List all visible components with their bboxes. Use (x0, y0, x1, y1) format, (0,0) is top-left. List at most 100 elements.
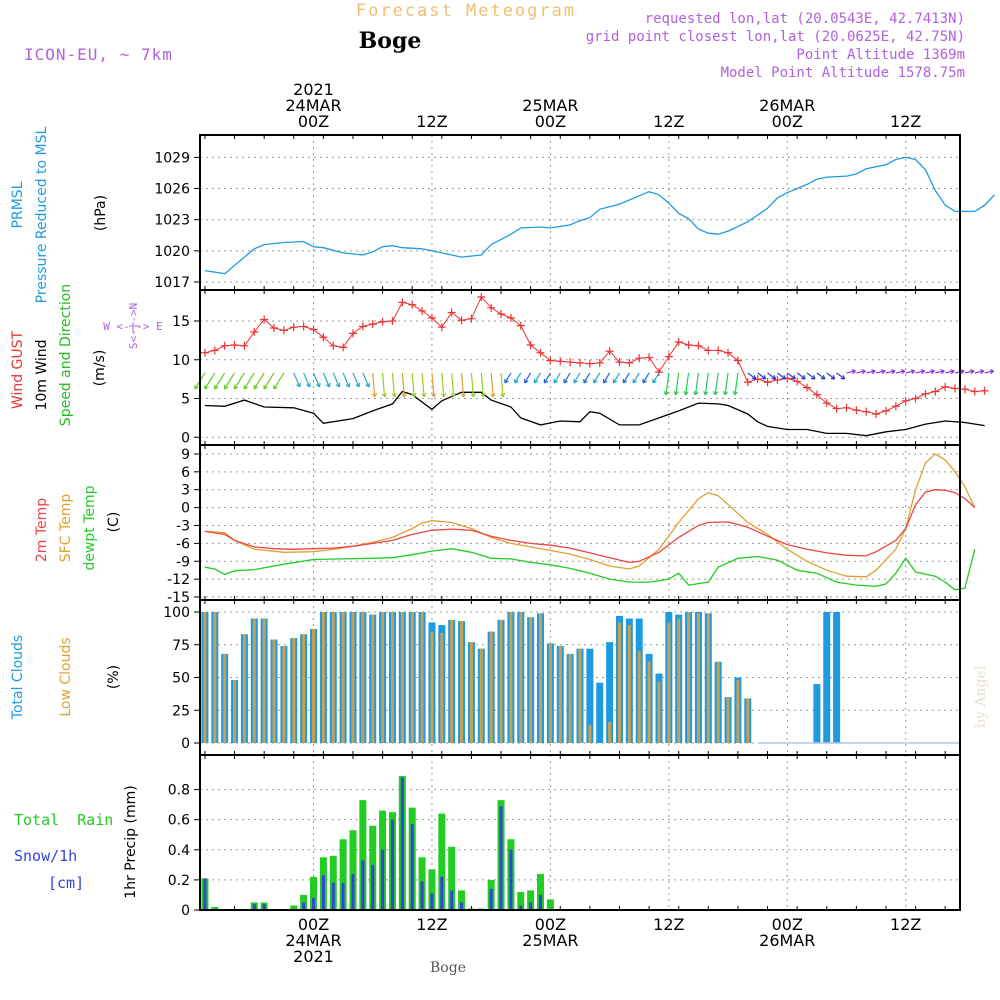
snow-bar (203, 878, 207, 910)
top-time-label: 12Z (653, 112, 684, 131)
model-altitude: Model Point Altitude 1578.75m (721, 65, 965, 81)
y-tick-label: -12 (167, 572, 190, 588)
low-cloud-bar (647, 661, 651, 743)
gust-marker (911, 394, 920, 403)
rain-bar (448, 846, 456, 910)
low-cloud-bar (499, 619, 503, 743)
gust-marker (881, 406, 890, 415)
wind-arrow-head (214, 384, 219, 390)
gust-marker (931, 387, 940, 396)
wind-arrow-head (593, 378, 598, 384)
wind-arrow-head (632, 378, 638, 384)
gust-marker (467, 314, 476, 323)
snow-bar (460, 902, 464, 910)
temp-label-unit: (C) (106, 512, 122, 533)
wind-arrow-head (642, 378, 647, 384)
y-tick-label: 0.4 (168, 843, 190, 859)
wind-arrow (945, 370, 955, 374)
y-tick-label: -9 (176, 554, 190, 570)
gust-marker (635, 354, 644, 363)
low-cloud-bar (588, 724, 592, 743)
y-tick-label: 5 (181, 392, 190, 408)
panel-frame-precip (199, 754, 961, 911)
y-tick-label: 0 (181, 501, 190, 517)
snow-bar (450, 890, 454, 910)
gust-marker (497, 310, 506, 319)
wind-arrow (263, 372, 275, 390)
top-time-label: 24MAR (285, 96, 341, 115)
wind-arrow (312, 372, 321, 388)
wind-arrow (543, 372, 551, 384)
snow-bar (489, 888, 493, 910)
wind-arrow (421, 372, 425, 397)
low-cloud-bar (410, 612, 414, 743)
low-cloud-bar (578, 648, 582, 743)
wind-arrow (885, 370, 896, 374)
gust-marker (348, 329, 357, 338)
top-time-label: 00Z (298, 112, 329, 131)
snow-bar (390, 819, 394, 910)
wind-arrow (826, 372, 836, 380)
total-cloud-bar (596, 682, 604, 743)
gust-marker (240, 341, 249, 350)
wind-arrow-head (861, 369, 866, 375)
wind-arrow-head (612, 378, 618, 384)
wind-arrow (460, 372, 465, 397)
low-cloud-bar (608, 722, 612, 743)
footer-location: Boge (430, 960, 466, 976)
wind-arrow (652, 372, 660, 384)
gust-marker (842, 403, 851, 412)
gust-marker (941, 382, 950, 391)
wind-arrow-head (989, 369, 995, 375)
y-tick-label: 6 (181, 465, 190, 481)
wind-arrow-head (470, 393, 476, 398)
wind-arrow-head (771, 374, 777, 380)
wind-arrow (875, 370, 886, 374)
gust-marker (733, 356, 742, 365)
wind-arrow-head (900, 369, 906, 375)
gust-marker (862, 407, 871, 416)
gust-marker (250, 327, 259, 336)
low-cloud-bar (469, 642, 473, 743)
wind-arrow (342, 372, 350, 388)
wind-label-gust: Wind GUST (10, 330, 26, 409)
gust-marker (724, 348, 733, 357)
gust-marker (980, 386, 989, 395)
bottom-time-label: 12Z (653, 915, 684, 934)
wind-arrow (573, 372, 581, 384)
gust-marker (714, 346, 723, 355)
gust-marker (970, 387, 979, 396)
wind-arrow-head (325, 382, 331, 388)
gust-marker (832, 404, 841, 413)
wind-arrow-head (840, 374, 846, 380)
wind-arrow (224, 372, 236, 390)
low-cloud-bar (509, 612, 513, 743)
wind-arrow-head (801, 374, 806, 380)
wind-arrow-head (533, 378, 539, 384)
gust-marker (566, 358, 575, 367)
temp-2m-line (204, 489, 976, 564)
wind-arrow-head (830, 374, 836, 380)
gust-marker (329, 341, 338, 350)
gust-marker (615, 358, 624, 367)
wind-arrow (514, 372, 522, 384)
wind-arrow-head (253, 384, 258, 390)
low-cloud-bar (440, 632, 444, 743)
y-tick-label: 0.8 (168, 783, 190, 799)
wind-arrow (675, 372, 680, 396)
snow-bar (341, 882, 345, 910)
low-cloud-bar (381, 612, 385, 743)
watermark: by Angel (973, 665, 989, 728)
gust-marker (516, 321, 525, 330)
y-tick-label: 1023 (154, 213, 190, 229)
gust-marker (793, 377, 802, 386)
snow-bar (381, 849, 385, 910)
wind-arrow-head (500, 393, 506, 398)
low-cloud-bar (519, 612, 523, 743)
sfc-temp-line (204, 453, 976, 578)
wind-arrow (504, 372, 512, 384)
low-cloud-bar (371, 614, 375, 743)
wind-arrow-head (514, 378, 519, 384)
gust-marker (694, 341, 703, 350)
gust-marker (605, 347, 614, 356)
